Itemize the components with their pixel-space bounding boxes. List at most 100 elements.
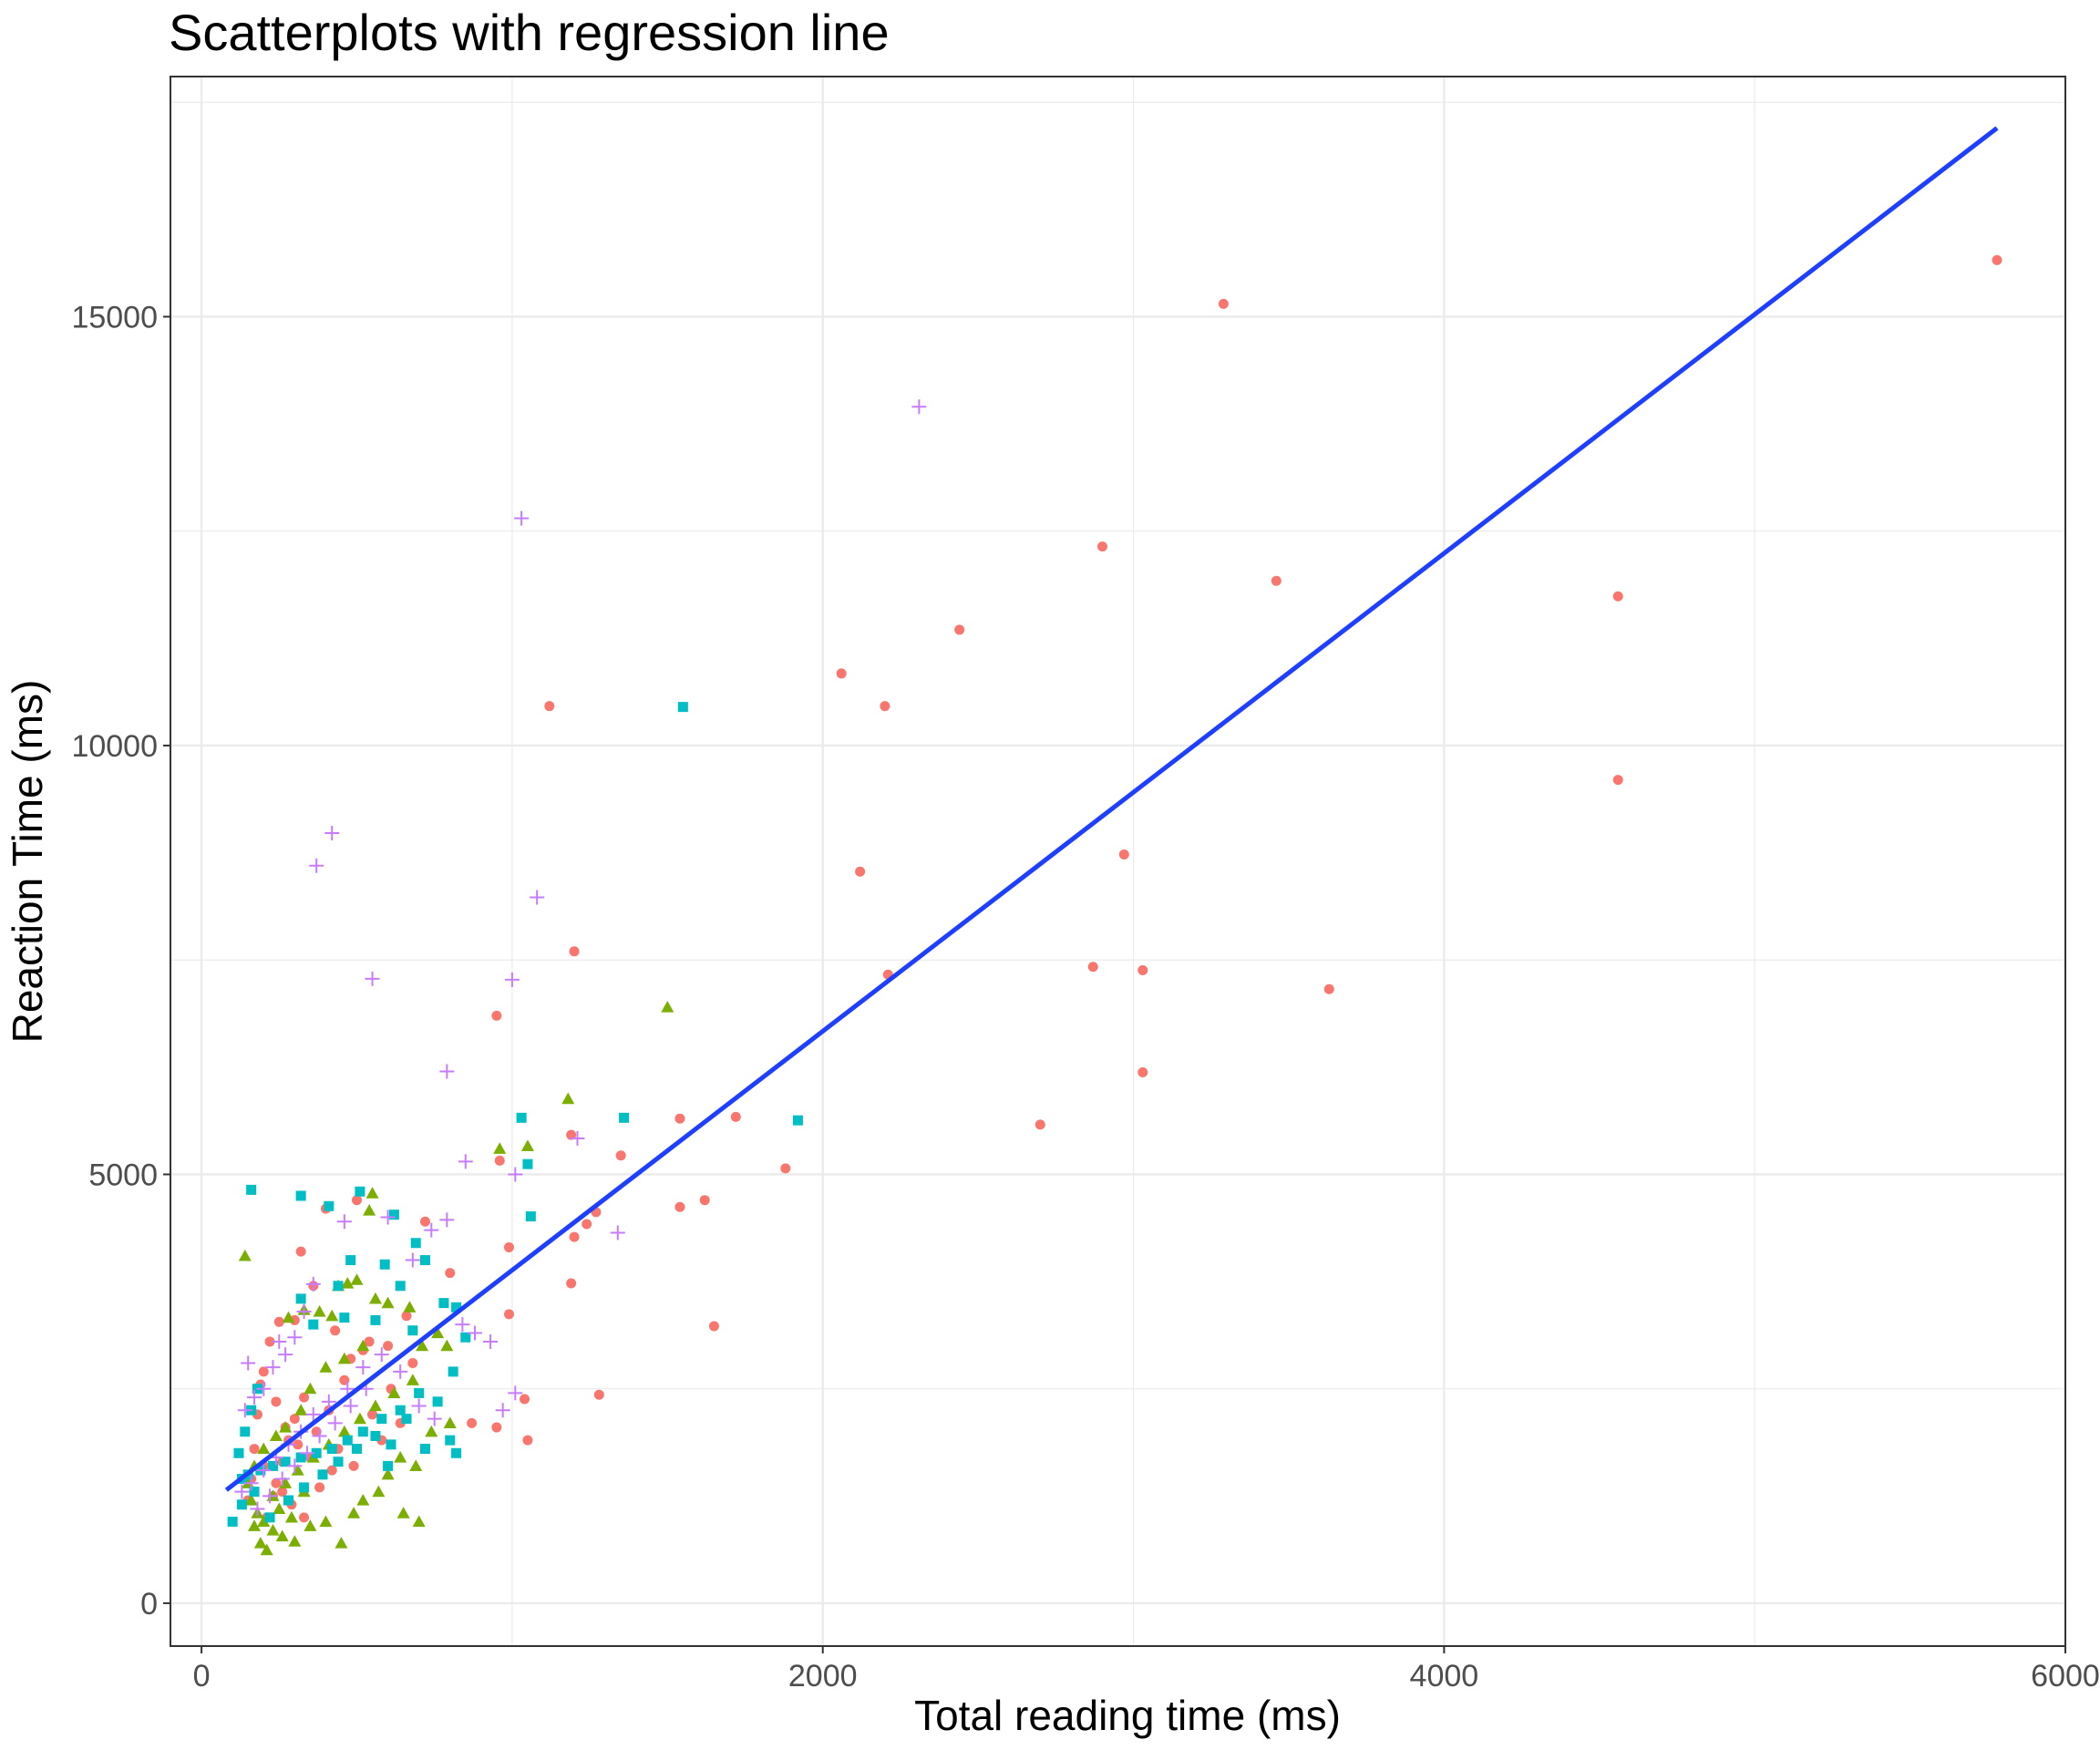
data-point-plus	[340, 1381, 355, 1396]
data-point-plus	[305, 1276, 321, 1292]
data-point-plus	[256, 1381, 272, 1396]
data-point-circle	[593, 1389, 604, 1400]
data-point-plus	[405, 1252, 420, 1268]
data-point-plus	[911, 399, 927, 415]
data-point-square	[395, 1405, 406, 1415]
regression-line	[224, 126, 1999, 1492]
data-point-circle	[699, 1195, 710, 1206]
data-point-circle	[401, 1311, 412, 1322]
data-point-plus	[411, 1398, 427, 1414]
data-point-triangle	[279, 1421, 293, 1433]
data-point-circle	[780, 1163, 791, 1174]
data-point-circle	[364, 1336, 375, 1347]
data-point-circle	[271, 1477, 282, 1488]
y-tick-label: 0	[140, 1587, 158, 1621]
data-point-square	[233, 1447, 244, 1458]
y-tick-label: 15000	[71, 300, 158, 335]
data-point-plus	[287, 1330, 303, 1345]
data-point-triangle	[406, 1374, 419, 1385]
data-point-square	[370, 1430, 381, 1441]
data-point-circle	[1612, 591, 1623, 602]
data-point-square	[414, 1387, 425, 1398]
data-point-triangle	[412, 1515, 426, 1528]
data-point-square	[677, 702, 688, 713]
data-point-circle	[264, 1336, 275, 1347]
data-point-square	[317, 1469, 328, 1480]
data-point-square	[522, 1158, 533, 1169]
data-point-plus	[237, 1403, 252, 1418]
x-tick-label: 2000	[788, 1659, 858, 1693]
data-point-square	[792, 1115, 803, 1126]
data-point-circle	[674, 1113, 685, 1124]
data-point-triangle	[381, 1296, 395, 1309]
data-point-plus	[256, 1463, 272, 1478]
data-point-triangle	[396, 1507, 410, 1518]
data-point-square	[342, 1435, 353, 1446]
data-point-triangle	[356, 1339, 370, 1352]
chart-title: Scatterplots with regression line	[169, 4, 890, 61]
data-point-triangle	[337, 1425, 351, 1437]
data-point-square	[295, 1190, 306, 1201]
axes: 0 2000 4000 6000 0 5000 10000 15000	[71, 300, 2099, 1693]
x-tick-label: 4000	[1410, 1659, 1479, 1693]
data-point-plus	[278, 1347, 293, 1363]
data-point-triangle	[341, 1276, 355, 1289]
data-point-plus	[504, 972, 520, 987]
data-point-square	[460, 1332, 471, 1343]
data-point-triangle	[284, 1510, 298, 1523]
data-point-square	[451, 1302, 462, 1312]
data-point-triangle	[260, 1543, 273, 1556]
data-point-triangle	[253, 1537, 267, 1549]
data-point-square	[311, 1447, 322, 1458]
data-point-triangle	[347, 1507, 361, 1518]
data-point-square	[326, 1444, 337, 1455]
data-point-circle	[351, 1195, 362, 1206]
data-point-triangle	[266, 1523, 280, 1536]
data-point-triangle	[257, 1515, 271, 1528]
data-point-square	[236, 1499, 247, 1510]
data-point-triangle	[275, 1529, 289, 1542]
data-point-plus	[262, 1488, 278, 1504]
data-point-plus	[296, 1304, 312, 1320]
data-point-square	[264, 1512, 275, 1523]
data-point-plus	[299, 1446, 314, 1461]
data-point-square	[451, 1447, 462, 1458]
data-point-triangle	[493, 1142, 507, 1154]
data-point-square	[525, 1211, 536, 1222]
data-point-triangle	[325, 1309, 339, 1322]
data-point-plus	[439, 1064, 455, 1079]
data-point-circle	[491, 1010, 502, 1021]
data-point-circle	[273, 1316, 284, 1327]
data-point-circle	[674, 1201, 685, 1212]
data-point-circle	[1323, 983, 1334, 994]
data-point-circle	[566, 1129, 577, 1140]
data-point-plus	[374, 1347, 389, 1363]
data-point-square	[357, 1426, 368, 1437]
data-point-triangle	[440, 1339, 454, 1352]
data-point-plus	[365, 971, 380, 986]
data-point-plus	[343, 1398, 358, 1414]
data-point-plus	[458, 1154, 473, 1169]
data-point-circle	[730, 1111, 741, 1122]
data-point-triangle	[394, 1450, 407, 1463]
data-point-square	[339, 1312, 350, 1323]
data-point-triangle	[368, 1292, 382, 1304]
data-point-plus	[265, 1360, 281, 1375]
data-point-triangle	[335, 1537, 348, 1549]
data-point-square	[246, 1184, 257, 1195]
data-point-square	[410, 1238, 421, 1249]
data-point-plus	[455, 1317, 470, 1333]
data-point-circle	[1992, 254, 2002, 265]
data-point-plus	[241, 1355, 256, 1371]
data-point-triangle	[257, 1442, 271, 1455]
data-point-circle	[330, 1325, 341, 1336]
data-point-square	[448, 1366, 458, 1377]
data-point-triangle	[319, 1361, 333, 1373]
data-point-square	[324, 1200, 335, 1211]
data-point-triangle	[304, 1382, 317, 1395]
data-point-plus	[610, 1225, 625, 1240]
data-point-plus	[234, 1484, 250, 1499]
data-point-square	[333, 1281, 344, 1292]
data-point-circle	[1612, 775, 1623, 786]
data-point-circle	[836, 668, 847, 679]
